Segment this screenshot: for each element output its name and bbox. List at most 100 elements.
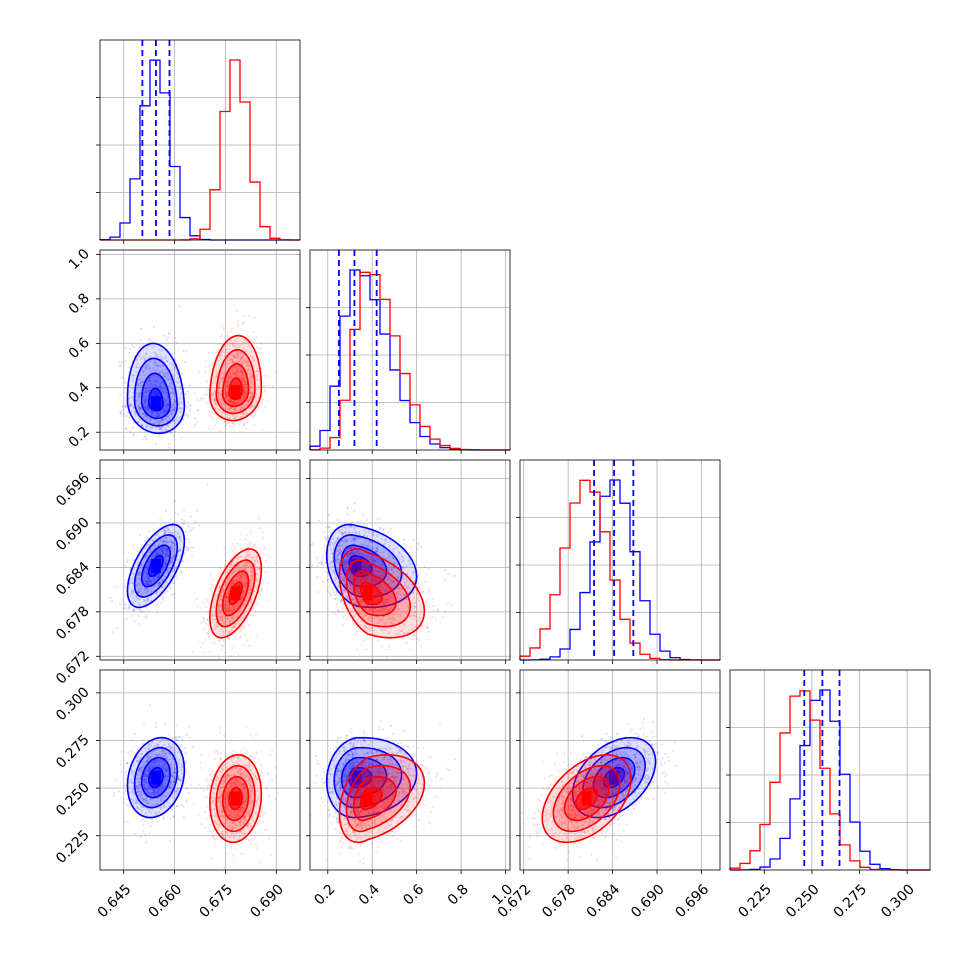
sample-point	[221, 372, 224, 375]
sample-point	[145, 391, 148, 394]
sample-point	[128, 347, 132, 351]
sample-point	[144, 577, 148, 580]
sample-point	[213, 398, 216, 401]
sample-point	[186, 400, 189, 403]
sample-point	[226, 381, 230, 385]
sample-point	[168, 575, 172, 578]
sample-point	[147, 598, 150, 601]
sample-point	[136, 596, 139, 600]
sample-point	[191, 650, 194, 653]
sample-point	[226, 389, 229, 392]
sample-point	[132, 608, 135, 611]
sample-point	[126, 559, 129, 562]
sample-point	[146, 405, 150, 408]
sample-point	[228, 372, 231, 375]
sample-point	[165, 415, 168, 418]
sample-point	[146, 566, 149, 569]
sample-point	[127, 411, 130, 414]
sample-point	[250, 405, 253, 408]
sample-point	[252, 405, 255, 408]
sample-point	[144, 580, 147, 583]
sample-point	[148, 418, 151, 421]
sample-point	[166, 415, 169, 418]
sample-point	[234, 401, 237, 404]
sample-point	[240, 359, 243, 362]
sample-point	[140, 413, 144, 416]
sample-point	[147, 377, 150, 380]
sample-point	[236, 400, 239, 403]
sample-point	[220, 357, 223, 360]
sample-point	[151, 412, 154, 415]
sample-point	[170, 413, 173, 416]
sample-point	[129, 404, 132, 408]
sample-point	[235, 373, 238, 377]
sample-point	[159, 386, 163, 390]
sample-point	[224, 421, 227, 424]
y-tick-label: 0.672	[53, 648, 93, 688]
sample-point	[250, 382, 253, 385]
sample-point	[138, 406, 141, 409]
sample-point	[145, 565, 148, 568]
sample-point	[143, 414, 147, 417]
sample-point	[247, 623, 251, 626]
sample-point	[141, 371, 144, 374]
sample-point	[137, 623, 141, 626]
sample-point	[154, 553, 157, 557]
sample-point	[162, 540, 165, 543]
sample-point	[242, 422, 246, 425]
sample-point	[143, 579, 146, 582]
sample-point	[133, 412, 137, 415]
sample-point	[131, 588, 134, 591]
sample-point	[214, 406, 217, 409]
sample-point	[169, 408, 173, 411]
sample-point	[240, 547, 243, 550]
sample-point	[222, 376, 225, 380]
sample-point	[149, 409, 152, 413]
sample-point	[122, 404, 125, 407]
sample-point	[181, 526, 184, 529]
sample-point	[142, 412, 145, 416]
sample-point	[164, 532, 167, 535]
sample-point	[232, 402, 235, 405]
sample-point	[189, 546, 192, 549]
sample-point	[157, 581, 160, 584]
sample-point	[351, 521, 354, 524]
sample-point	[140, 563, 143, 566]
sample-point	[164, 404, 167, 407]
sample-point	[149, 581, 152, 584]
sample-point	[162, 413, 165, 416]
sample-point	[163, 539, 166, 542]
sample-point	[148, 578, 151, 581]
sample-point	[211, 392, 214, 396]
sample-point	[183, 509, 186, 512]
sample-point	[241, 383, 245, 386]
sample-point	[226, 385, 230, 388]
sample-point	[145, 407, 148, 410]
sample-point	[242, 321, 245, 325]
sample-point	[173, 555, 176, 559]
sample-point	[206, 388, 209, 391]
sample-point	[132, 600, 136, 604]
sample-point	[262, 545, 266, 548]
sample-point	[160, 546, 163, 550]
sample-point	[155, 534, 158, 537]
sample-point	[245, 364, 248, 367]
sample-point	[178, 536, 181, 539]
panel-frame	[306, 249, 511, 454]
sample-point	[261, 580, 264, 583]
sample-point	[244, 391, 247, 395]
sample-point	[205, 393, 208, 396]
sample-point	[154, 418, 157, 421]
sample-point	[169, 363, 173, 366]
sample-point	[226, 384, 229, 387]
sample-point	[171, 420, 175, 423]
sample-point	[166, 540, 169, 544]
sample-point	[171, 412, 174, 416]
sample-point	[127, 391, 131, 394]
sample-point	[159, 365, 162, 368]
sample-point	[254, 601, 258, 605]
sample-point	[115, 585, 118, 589]
sample-point	[268, 555, 271, 559]
sample-point	[232, 400, 236, 403]
sample-point	[134, 598, 137, 602]
